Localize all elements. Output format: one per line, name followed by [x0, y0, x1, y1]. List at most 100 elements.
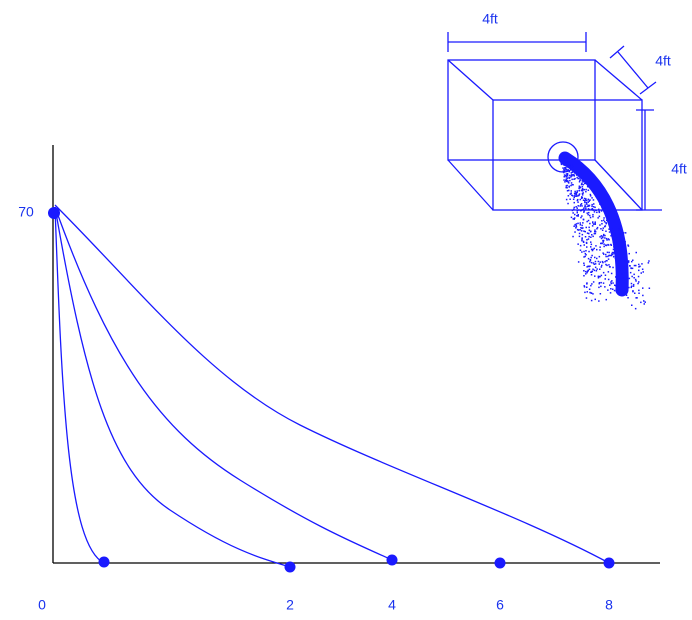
spray-drop — [594, 223, 596, 225]
spray-drop — [591, 205, 593, 208]
spray-drop — [593, 203, 595, 205]
spray-drop — [573, 225, 575, 227]
spray-drop — [563, 160, 565, 163]
spray-drop — [600, 228, 602, 230]
spray-drop — [590, 284, 592, 287]
spray-drop — [600, 235, 603, 237]
box — [447, 32, 662, 211]
spray-drop — [635, 297, 637, 299]
spray-drop — [599, 203, 601, 205]
spray-drop — [610, 235, 612, 237]
spray-drop — [616, 230, 619, 232]
spray-drop — [573, 208, 575, 210]
spray-drop — [563, 171, 565, 174]
spray-drop — [593, 232, 596, 235]
spray-drop — [583, 286, 586, 288]
spray-drop — [571, 165, 574, 168]
spray-drop — [570, 182, 573, 184]
spray-drop — [585, 206, 587, 208]
spray-drop — [580, 197, 583, 199]
spray-drop — [594, 229, 596, 231]
spray-drop — [604, 274, 607, 276]
spray-drop — [613, 246, 616, 248]
spray-drop — [566, 174, 569, 177]
spray-drop — [577, 201, 579, 203]
spray-drop — [638, 281, 640, 283]
spray-drop — [583, 244, 585, 246]
spray-drop — [570, 174, 573, 176]
spray-drop — [610, 272, 613, 275]
spray-drop — [614, 217, 617, 220]
spray-drop — [582, 188, 584, 190]
spray-drop — [599, 268, 601, 270]
spray-drop — [577, 205, 579, 207]
spray-drop — [648, 287, 651, 289]
spray-drop — [591, 234, 593, 236]
spray-drop — [574, 190, 576, 193]
spray-drop — [577, 174, 579, 176]
spray-drop — [639, 265, 641, 268]
spray-drop — [592, 214, 594, 216]
spray-drop — [604, 207, 606, 209]
spray-drop — [576, 199, 579, 202]
spray-drop — [619, 233, 621, 235]
spray-drop — [588, 288, 591, 290]
spray-drop — [563, 179, 565, 181]
spray-drop — [603, 253, 605, 255]
spray-drop — [641, 268, 644, 270]
spray-drop — [578, 193, 581, 195]
spray-drop — [609, 292, 612, 294]
spray-drop — [598, 282, 601, 284]
spray-drop — [581, 189, 583, 192]
spray-drop — [571, 184, 573, 186]
spray-drop — [636, 297, 638, 299]
spray-drop — [598, 215, 601, 218]
spray-drop — [625, 294, 628, 296]
spray-drop — [605, 222, 607, 225]
spray-drop — [627, 297, 629, 299]
spray-drop — [619, 266, 622, 268]
spray-drop — [579, 175, 582, 178]
spray-drop — [582, 240, 585, 243]
spray-drop — [573, 192, 576, 195]
spray-drop — [567, 160, 570, 163]
spray-drop — [570, 163, 572, 165]
spray-drop — [565, 160, 568, 162]
spray-drop — [591, 271, 593, 273]
spray-drop — [566, 177, 569, 179]
spray-drop — [577, 261, 580, 263]
spray-drop — [595, 245, 597, 247]
spray-drop — [574, 213, 576, 216]
spray-drop — [630, 267, 632, 270]
curve — [54, 206, 105, 564]
spray-drop — [569, 179, 571, 182]
spray-drop — [589, 222, 591, 225]
spray-drop — [562, 163, 565, 166]
spray-drop — [566, 161, 568, 163]
spray-drop — [605, 263, 607, 266]
spray-drop — [585, 207, 587, 210]
spray-drop — [592, 209, 594, 211]
spray-drop — [566, 172, 569, 175]
spray-drop — [620, 225, 622, 228]
spray-drop — [628, 252, 630, 255]
spray-drop — [570, 190, 572, 192]
spray-drop — [571, 171, 574, 173]
spray-drop — [591, 249, 594, 252]
spray-drop — [607, 278, 610, 281]
spray-drop — [592, 293, 594, 295]
spray-drop — [589, 193, 592, 196]
spray-drop — [617, 285, 620, 287]
spray-drop — [596, 228, 598, 230]
spray-drop — [607, 271, 610, 273]
box-front — [492, 99, 643, 211]
spray-drop — [624, 255, 626, 258]
spray-drop — [570, 176, 572, 178]
spray-drop — [599, 293, 602, 295]
spray-drop — [565, 180, 568, 183]
spray-drop — [568, 170, 571, 173]
spray-drop — [587, 219, 590, 222]
spray-drop — [599, 246, 601, 248]
spray-drop — [590, 256, 592, 259]
spray-drop — [626, 262, 629, 264]
